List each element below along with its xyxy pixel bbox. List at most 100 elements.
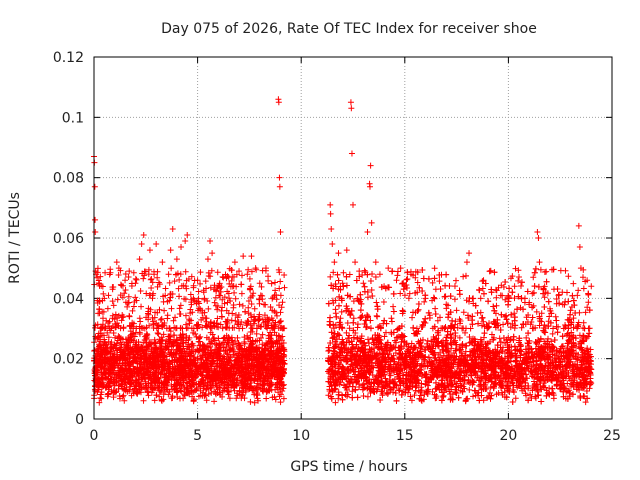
data-point	[99, 346, 106, 353]
data-point	[235, 312, 242, 319]
data-point	[259, 292, 266, 299]
data-point	[261, 366, 268, 373]
data-point	[211, 337, 218, 344]
data-point	[158, 380, 165, 387]
data-point	[108, 388, 115, 395]
data-point	[98, 395, 105, 402]
data-point	[110, 302, 117, 309]
data-point	[130, 269, 137, 276]
data-point	[213, 341, 220, 348]
data-point	[238, 391, 245, 398]
data-point	[238, 319, 245, 326]
data-point	[273, 332, 280, 339]
data-point	[212, 294, 219, 301]
data-point	[251, 399, 258, 406]
data-point	[277, 364, 284, 371]
data-point	[146, 292, 153, 299]
data-point	[230, 304, 237, 311]
data-point	[265, 322, 272, 329]
data-point	[159, 357, 166, 364]
data-point	[154, 274, 161, 281]
data-point	[248, 301, 255, 308]
data-point	[130, 363, 137, 370]
data-point	[158, 344, 165, 351]
data-point	[277, 318, 284, 325]
data-point	[241, 361, 248, 368]
data-point	[116, 347, 123, 354]
data-point	[95, 379, 102, 386]
data-point	[119, 294, 126, 301]
data-point	[248, 314, 255, 321]
data-point	[253, 385, 260, 392]
data-point	[105, 319, 112, 326]
data-point	[247, 380, 254, 387]
data-point	[201, 309, 208, 316]
data-point	[224, 388, 231, 395]
data-point	[225, 310, 232, 317]
data-point	[238, 281, 245, 288]
data-point	[182, 312, 189, 319]
data-point	[173, 271, 180, 278]
data-point	[256, 350, 263, 357]
data-point	[255, 316, 262, 323]
data-point	[259, 369, 266, 376]
data-point	[162, 377, 169, 384]
data-point	[112, 311, 119, 318]
data-point	[187, 291, 194, 298]
data-point	[144, 331, 151, 338]
data-point	[160, 391, 167, 398]
data-point	[127, 383, 134, 390]
data-point	[122, 344, 129, 351]
data-point	[232, 317, 239, 324]
data-point	[226, 395, 233, 402]
data-point	[250, 375, 257, 382]
data-point	[264, 388, 271, 395]
data-point	[157, 316, 164, 323]
data-point	[207, 324, 214, 331]
data-point	[140, 275, 147, 282]
data-point	[124, 300, 131, 307]
data-point	[278, 365, 285, 372]
data-point	[149, 385, 156, 392]
data-point	[176, 276, 183, 283]
data-point	[167, 294, 174, 301]
data-point	[168, 305, 175, 312]
data-point	[122, 287, 129, 294]
data-point	[214, 390, 221, 397]
data-point	[279, 382, 286, 389]
data-point	[118, 317, 125, 324]
data-point	[98, 359, 105, 366]
data-point	[136, 323, 143, 330]
data-point	[226, 373, 233, 380]
data-point	[216, 364, 223, 371]
data-point	[203, 285, 210, 292]
data-point	[140, 339, 147, 346]
data-point	[263, 365, 270, 372]
data-point	[129, 307, 136, 314]
data-point	[189, 309, 196, 316]
data-point	[160, 298, 167, 305]
data-point	[199, 324, 206, 331]
data-point	[108, 339, 115, 346]
data-point	[206, 340, 213, 347]
data-point	[143, 290, 150, 297]
data-point	[163, 337, 170, 344]
data-point	[182, 268, 189, 275]
data-point	[162, 285, 169, 292]
x-tick-label: 15	[396, 428, 414, 444]
data-point	[277, 278, 284, 285]
data-point	[247, 294, 254, 301]
data-point	[106, 271, 113, 278]
data-point	[140, 363, 147, 370]
data-point	[191, 354, 198, 361]
data-point	[223, 343, 230, 350]
data-point	[281, 272, 288, 279]
data-point	[239, 325, 246, 332]
data-point	[236, 301, 243, 308]
data-point	[245, 304, 252, 311]
data-point	[115, 272, 122, 279]
data-point	[157, 371, 164, 378]
data-point	[110, 330, 117, 337]
data-point	[140, 397, 147, 404]
data-point	[205, 344, 212, 351]
